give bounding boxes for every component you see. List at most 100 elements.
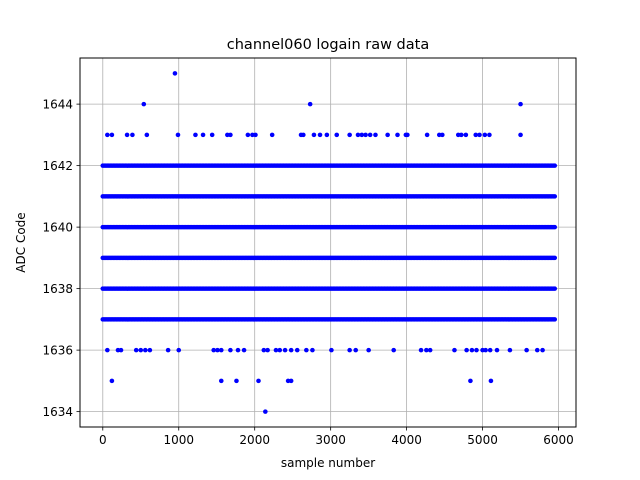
data-point	[263, 409, 268, 414]
data-point	[552, 194, 558, 199]
data-point	[373, 132, 378, 138]
data-point	[487, 132, 492, 138]
data-point	[109, 132, 115, 138]
x-tick-label: 6000	[543, 433, 574, 447]
data-point	[347, 347, 352, 353]
data-point	[301, 132, 306, 138]
data-point	[366, 347, 371, 353]
data-point	[124, 132, 130, 138]
data-point	[552, 163, 558, 168]
data-point	[459, 132, 464, 138]
data-point	[424, 347, 429, 353]
data-point	[367, 132, 373, 138]
data-point	[552, 317, 558, 322]
data-point	[427, 347, 433, 353]
data-point	[105, 132, 110, 138]
data-point	[130, 132, 135, 138]
data-point	[552, 224, 558, 230]
data-point	[235, 347, 241, 353]
data-point	[105, 347, 110, 353]
data-point	[200, 132, 206, 138]
data-point	[288, 378, 294, 384]
y-tick-label: 1644	[42, 97, 73, 111]
data-point	[552, 255, 558, 261]
data-point	[253, 132, 258, 138]
data-point	[218, 347, 224, 353]
data-point	[469, 347, 475, 353]
data-point	[261, 347, 267, 353]
y-tick-label: 1642	[42, 159, 73, 173]
data-point	[534, 347, 540, 353]
data-point	[518, 132, 523, 138]
y-tick-label: 1638	[42, 282, 73, 296]
data-point	[245, 132, 251, 138]
data-point	[477, 132, 482, 138]
data-point	[273, 347, 279, 353]
data-point	[452, 347, 457, 353]
data-point	[329, 347, 334, 353]
y-tick-label: 1636	[42, 343, 73, 357]
data-point	[524, 347, 529, 353]
data-point	[294, 347, 300, 353]
data-point	[138, 347, 144, 353]
data-point	[424, 132, 430, 138]
data-point	[277, 347, 283, 353]
data-point	[359, 132, 365, 138]
data-points	[100, 71, 558, 414]
data-point	[483, 347, 488, 353]
x-tick-label: 2000	[239, 433, 270, 447]
data-point	[347, 132, 352, 138]
data-point	[234, 378, 239, 384]
data-point	[487, 347, 493, 353]
data-point	[552, 286, 558, 291]
axis-ticks: 0 1000 2000 3000 4000 5000 6000 1634 1636 1638 164…	[42, 97, 573, 447]
data-point	[334, 132, 340, 138]
data-point	[540, 347, 545, 353]
data-point	[324, 132, 330, 138]
data-point	[507, 347, 513, 353]
data-point	[518, 101, 523, 107]
data-point	[118, 347, 124, 353]
y-tick-label: 1640	[42, 220, 73, 234]
data-point	[282, 347, 288, 353]
data-point	[265, 347, 270, 353]
data-point	[418, 347, 424, 353]
data-point	[269, 132, 275, 138]
x-axis-label: sample number	[281, 456, 375, 470]
data-point	[175, 132, 181, 138]
y-tick-label: 1634	[42, 405, 73, 419]
data-point	[228, 347, 233, 353]
data-point	[391, 347, 397, 353]
data-point	[488, 378, 494, 384]
data-point	[176, 347, 182, 353]
data-point	[193, 132, 198, 138]
data-point	[215, 347, 220, 353]
data-point	[147, 347, 153, 353]
plot-frame	[79, 57, 577, 428]
data-point	[494, 347, 500, 353]
data-point	[211, 347, 216, 353]
data-point	[241, 347, 247, 353]
data-point	[363, 132, 368, 138]
data-point	[474, 347, 479, 353]
x-tick-label: 5000	[467, 433, 498, 447]
data-point	[463, 132, 469, 138]
data-point	[109, 378, 115, 384]
x-tick-label: 4000	[391, 433, 422, 447]
data-point	[218, 378, 224, 384]
data-point	[405, 132, 410, 138]
data-point	[440, 132, 445, 138]
data-point	[385, 132, 390, 138]
data-point	[172, 71, 178, 76]
x-tick-label: 0	[99, 433, 107, 447]
data-point	[144, 132, 150, 138]
data-point	[395, 132, 400, 138]
data-point	[143, 347, 148, 353]
data-point	[464, 347, 469, 353]
data-point	[317, 132, 323, 138]
data-point	[133, 347, 139, 353]
data-point	[482, 132, 488, 138]
data-point	[165, 347, 171, 353]
data-point	[256, 378, 261, 384]
